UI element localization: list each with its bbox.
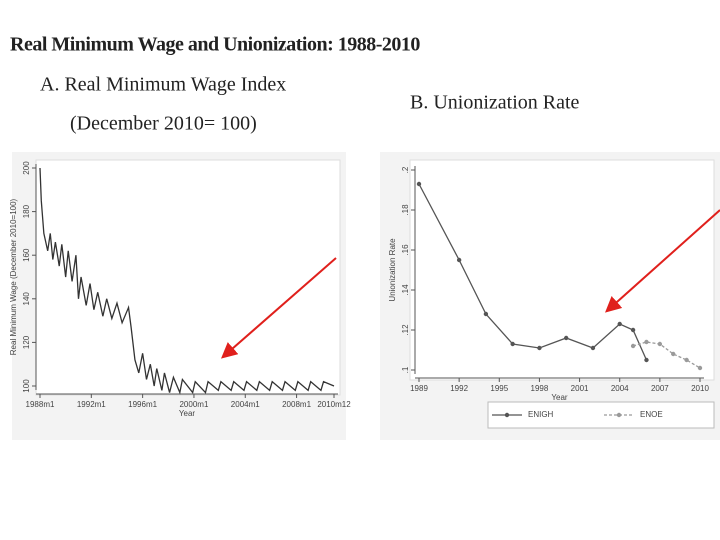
- point: [510, 341, 515, 347]
- point: [483, 311, 489, 317]
- x-tick-label: 2010: [691, 384, 709, 393]
- y-tick-label: 180: [22, 204, 31, 218]
- slide-title: Real Minimum Wage and Unionization: 1988…: [10, 34, 420, 56]
- y-tick-label: .12: [401, 324, 410, 336]
- series-line: [39, 167, 335, 395]
- x-tick-label: 1992: [450, 384, 468, 393]
- legend-swatch: [616, 412, 622, 418]
- x-tick-label: 1996m1: [128, 400, 157, 409]
- x-tick-label: 1995: [490, 384, 508, 393]
- point: [590, 345, 596, 351]
- point: [644, 339, 649, 345]
- point: [671, 351, 676, 357]
- point: [697, 365, 703, 371]
- y-axis-label: Real Minimum Wage (December 2010=100): [9, 198, 18, 355]
- legend-label: ENOE: [640, 410, 663, 419]
- point: [617, 321, 622, 327]
- series-line: [632, 341, 701, 369]
- point: [537, 345, 542, 351]
- y-tick-label: .16: [401, 244, 410, 256]
- x-tick-label: 2000m1: [179, 400, 208, 409]
- x-tick-label: 2010m12: [317, 400, 351, 409]
- plot-area: [35, 159, 341, 396]
- y-tick-label: 200: [22, 161, 31, 175]
- x-tick-label: 2004m1: [231, 400, 260, 409]
- x-tick-label: 2001: [571, 384, 589, 393]
- point: [630, 327, 636, 333]
- x-tick-label: 2007: [651, 384, 669, 393]
- x-tick-label: 1998: [531, 384, 549, 393]
- x-axis-label: Year: [551, 393, 568, 402]
- y-tick-label: .14: [401, 284, 410, 296]
- x-axis-label: Year: [179, 409, 196, 418]
- x-tick-label: 1992m1: [77, 400, 106, 409]
- legend-label: ENIGH: [528, 410, 554, 419]
- y-tick-label: 120: [22, 335, 31, 349]
- arrow: [220, 257, 337, 359]
- y-tick-label: .2: [401, 166, 410, 173]
- y-tick-label: 140: [22, 292, 31, 306]
- plot-area: [409, 159, 715, 381]
- x-tick-label: 1989: [410, 384, 428, 393]
- arrow: [605, 209, 720, 313]
- legend: [487, 401, 715, 429]
- point: [644, 357, 649, 363]
- point: [416, 181, 422, 187]
- x-tick-label: 2008m1: [282, 400, 311, 409]
- point: [456, 257, 462, 263]
- point: [657, 341, 663, 347]
- x-tick-label: 2004: [611, 384, 629, 393]
- x-tick-label: 1988m1: [26, 400, 55, 409]
- y-tick-label: .1: [401, 366, 410, 373]
- chart-title: B. Unionization Rate: [410, 92, 580, 114]
- point: [684, 357, 689, 363]
- chart-subtitle: (December 2010= 100): [70, 113, 257, 135]
- y-tick-label: 160: [22, 248, 31, 262]
- chart-title: A. Real Minimum Wage Index: [40, 74, 286, 96]
- legend-swatch: [504, 412, 510, 418]
- y-tick-label: .18: [401, 204, 410, 216]
- point: [563, 335, 569, 341]
- y-axis-label: Unionization Rate: [388, 238, 397, 302]
- point: [630, 343, 636, 349]
- y-tick-label: 100: [22, 379, 31, 393]
- series-line: [418, 183, 648, 361]
